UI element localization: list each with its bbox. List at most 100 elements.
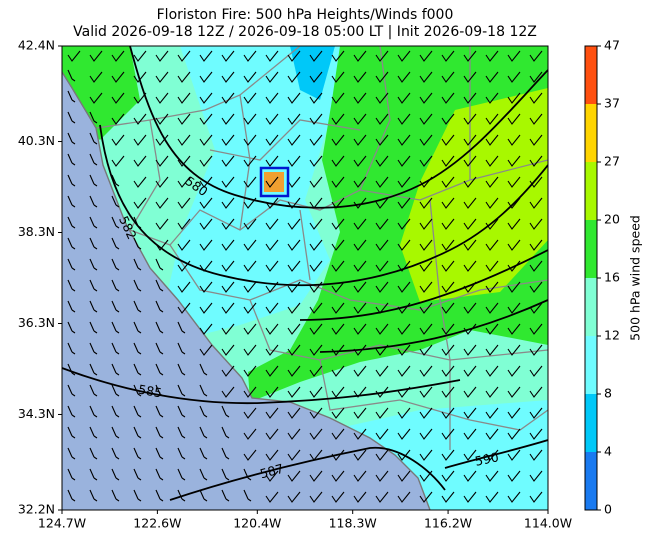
wind-barb [529, 239, 543, 251]
wind-barb [265, 344, 279, 356]
wind-barb [155, 113, 169, 125]
wind-barb [463, 386, 477, 398]
wind-barb [331, 155, 345, 167]
wind-barb [507, 176, 521, 188]
wind-barb [529, 449, 543, 461]
wind-barb [485, 302, 499, 314]
wind-barb [529, 260, 543, 272]
wind-barb [529, 491, 543, 503]
wind-barb [507, 260, 521, 272]
wind-barb [287, 407, 301, 419]
wind-barb [441, 239, 455, 251]
wind-barb [353, 113, 367, 125]
wind-barb [463, 134, 477, 146]
wind-barb [331, 71, 345, 83]
wind-barb [89, 92, 103, 104]
wind-barb [287, 365, 301, 377]
wind-barb [111, 489, 120, 502]
wind-barb [243, 197, 257, 209]
wind-barb [485, 197, 499, 209]
wind-barb [507, 197, 521, 209]
wind-barb [331, 239, 345, 251]
wind-barb [67, 153, 76, 166]
wind-barb [243, 344, 257, 356]
wind-barb [485, 491, 499, 503]
wind-barb [155, 134, 169, 146]
wind-barb [221, 218, 235, 230]
wind-barb [287, 449, 301, 461]
wind-barb [375, 50, 389, 62]
wind-barb [331, 281, 345, 293]
wind-barb [221, 323, 235, 335]
wind-barb [111, 447, 120, 460]
wind-barb [485, 449, 499, 461]
wind-barb [463, 365, 477, 377]
wind-barb [287, 113, 301, 125]
wind-barb [155, 218, 169, 230]
colorbar-segment [585, 336, 597, 394]
wind-barbs [67, 50, 543, 503]
wind-barb [463, 344, 477, 356]
wind-barb [309, 260, 323, 272]
wind-barb [221, 386, 235, 398]
wind-barb [111, 50, 125, 62]
wind-barb [199, 384, 208, 397]
wind-barb [397, 155, 411, 167]
wind-barb [111, 258, 120, 271]
wind-barb [199, 239, 213, 251]
wind-barb [111, 155, 125, 167]
wind-barb [89, 447, 98, 460]
wind-barb [133, 237, 142, 250]
wind-barb [309, 218, 323, 230]
wind-barb [529, 176, 543, 188]
wind-barb [89, 237, 98, 250]
wind-barb [221, 197, 235, 209]
wind-barb [529, 197, 543, 209]
wind-barb [309, 92, 323, 104]
wind-barb [199, 92, 213, 104]
wind-barb [265, 428, 279, 440]
wind-barb [353, 344, 367, 356]
wind-barb [111, 426, 120, 439]
wind-barb [463, 281, 477, 293]
wind-barb [111, 113, 125, 125]
wind-barb [507, 218, 521, 230]
wind-barb [309, 50, 323, 62]
wind-barb [529, 92, 543, 104]
wind-barb [221, 365, 235, 377]
wind-barb [397, 344, 411, 356]
wind-barb [309, 302, 323, 314]
x-tick-label: 116.2W [424, 516, 472, 531]
wind-barb [419, 449, 433, 461]
wind-barb [221, 281, 235, 293]
wind-barb [199, 363, 208, 376]
wind-barb [177, 71, 191, 83]
wind-barb [375, 386, 389, 398]
wind-barb [375, 302, 389, 314]
wind-barb [529, 155, 543, 167]
wind-barb [331, 92, 345, 104]
wind-barb [353, 323, 367, 335]
wind-barb [529, 386, 543, 398]
wind-barb [199, 426, 208, 439]
wind-barb [155, 92, 169, 104]
wind-barb [111, 71, 125, 83]
wind-barb [485, 323, 499, 335]
wind-barb [397, 470, 411, 482]
wind-barb [375, 197, 389, 209]
wind-barb [177, 384, 186, 397]
wind-barb [397, 323, 411, 335]
wind-barb [67, 405, 76, 418]
wind-barb [287, 134, 301, 146]
wind-barb [441, 218, 455, 230]
wind-barb [243, 489, 252, 502]
wind-barb [419, 407, 433, 419]
wind-barb [89, 111, 98, 124]
wind-barb [287, 281, 301, 293]
wind-barb [353, 281, 367, 293]
wind-barb [309, 491, 323, 503]
wind-barb [397, 218, 411, 230]
wind-barb [133, 489, 142, 502]
wind-barb [419, 71, 433, 83]
wind-barb [485, 239, 499, 251]
